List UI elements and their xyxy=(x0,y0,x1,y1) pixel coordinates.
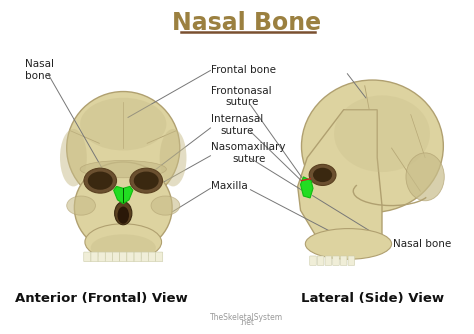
Text: Internasal
suture: Internasal suture xyxy=(211,114,264,136)
FancyBboxPatch shape xyxy=(340,256,347,266)
Text: Nasal Bone: Nasal Bone xyxy=(173,11,321,35)
FancyBboxPatch shape xyxy=(91,252,98,262)
FancyBboxPatch shape xyxy=(134,252,141,262)
Text: Frontal bone: Frontal bone xyxy=(211,65,276,75)
FancyBboxPatch shape xyxy=(84,252,91,262)
Ellipse shape xyxy=(84,168,117,193)
Ellipse shape xyxy=(117,191,130,201)
Ellipse shape xyxy=(115,202,132,225)
Text: Anterior (Frontal) View: Anterior (Frontal) View xyxy=(15,292,188,305)
FancyBboxPatch shape xyxy=(310,256,316,266)
Polygon shape xyxy=(298,110,382,254)
FancyBboxPatch shape xyxy=(105,252,112,262)
FancyBboxPatch shape xyxy=(141,252,148,262)
Ellipse shape xyxy=(151,196,180,215)
Text: Frontonasal
suture: Frontonasal suture xyxy=(211,86,272,107)
FancyBboxPatch shape xyxy=(333,256,339,266)
Polygon shape xyxy=(301,177,313,198)
FancyBboxPatch shape xyxy=(148,252,155,262)
Ellipse shape xyxy=(91,234,156,261)
FancyBboxPatch shape xyxy=(127,252,134,262)
FancyBboxPatch shape xyxy=(348,256,355,266)
FancyBboxPatch shape xyxy=(318,256,324,266)
Polygon shape xyxy=(114,186,133,204)
Text: Maxilla: Maxilla xyxy=(211,181,248,191)
Ellipse shape xyxy=(305,228,392,259)
Ellipse shape xyxy=(80,98,166,151)
FancyBboxPatch shape xyxy=(112,252,119,262)
Ellipse shape xyxy=(67,196,95,215)
Text: TheSkeletalSystem: TheSkeletalSystem xyxy=(210,313,283,322)
Ellipse shape xyxy=(301,80,443,212)
Ellipse shape xyxy=(85,224,162,260)
Ellipse shape xyxy=(80,161,166,178)
Ellipse shape xyxy=(334,96,430,172)
FancyBboxPatch shape xyxy=(155,252,163,262)
Ellipse shape xyxy=(160,129,186,186)
Text: Nasal
bone: Nasal bone xyxy=(25,59,54,80)
Text: Lateral (Side) View: Lateral (Side) View xyxy=(301,292,444,305)
Text: .net: .net xyxy=(239,318,255,327)
Ellipse shape xyxy=(134,172,159,190)
Ellipse shape xyxy=(130,168,163,193)
Ellipse shape xyxy=(60,129,87,186)
Ellipse shape xyxy=(67,92,180,205)
Text: Nasomaxillary
suture: Nasomaxillary suture xyxy=(211,142,286,164)
FancyBboxPatch shape xyxy=(325,256,332,266)
Text: Nasal bone: Nasal bone xyxy=(393,239,452,249)
Ellipse shape xyxy=(406,153,444,201)
Ellipse shape xyxy=(118,206,129,224)
Ellipse shape xyxy=(313,168,332,182)
Ellipse shape xyxy=(74,162,172,253)
FancyBboxPatch shape xyxy=(120,252,127,262)
FancyBboxPatch shape xyxy=(98,252,105,262)
Ellipse shape xyxy=(88,172,113,190)
Ellipse shape xyxy=(309,164,336,185)
